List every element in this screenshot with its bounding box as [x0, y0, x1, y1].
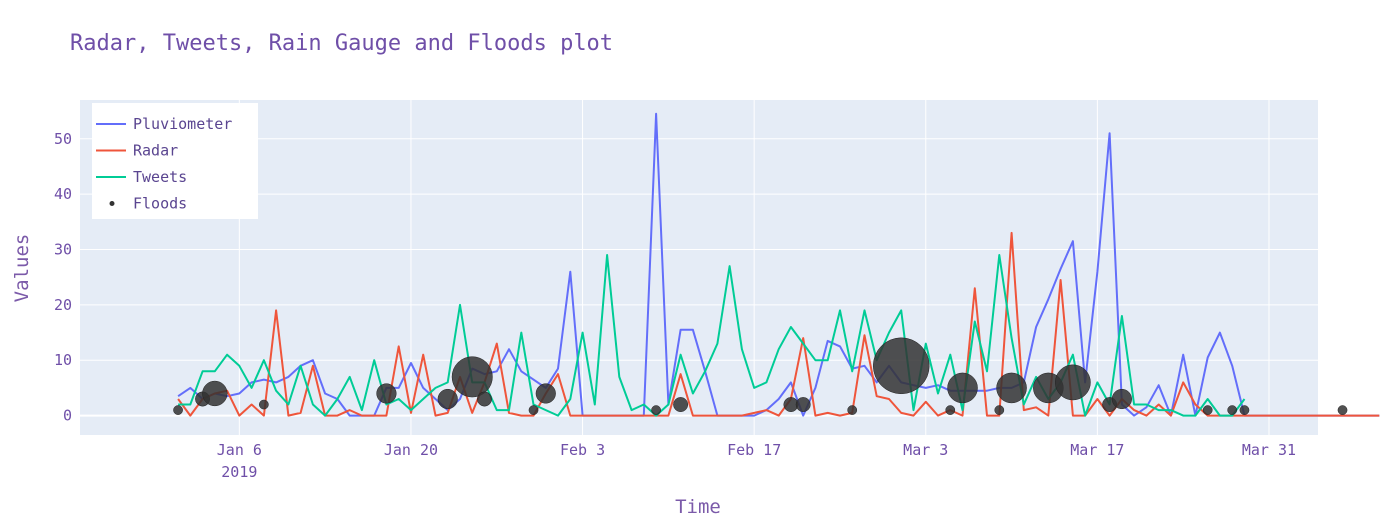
legend-item[interactable]: Radar: [96, 142, 178, 160]
x-tick-label: Feb 17: [727, 441, 781, 459]
legend-label: Radar: [133, 142, 178, 160]
x-tick-label: Jan 6: [217, 441, 262, 459]
legend-label: Pluviometer: [133, 115, 232, 133]
flood-point[interactable]: [451, 356, 493, 398]
plot-area: [80, 100, 1318, 435]
chart-title: Radar, Tweets, Rain Gauge and Floods plo…: [70, 31, 613, 56]
x-tick-sublabel: 2019: [221, 463, 257, 481]
flood-point[interactable]: [996, 372, 1027, 404]
y-tick-label: 0: [63, 407, 72, 425]
flood-point[interactable]: [376, 383, 397, 404]
series-layer: [173, 112, 1380, 417]
legend-label: Tweets: [133, 168, 187, 186]
series-line-pluviometer[interactable]: [177, 112, 1380, 417]
flood-point[interactable]: [945, 405, 956, 415]
flood-point[interactable]: [947, 372, 978, 404]
flood-point[interactable]: [202, 380, 228, 407]
y-tick-label: 50: [54, 130, 72, 148]
x-tick-label: Feb 3: [560, 441, 605, 459]
flood-point[interactable]: [1055, 364, 1091, 401]
x-tick-label: Mar 31: [1242, 441, 1296, 459]
flood-point[interactable]: [1111, 388, 1132, 410]
y-tick-label: 10: [54, 351, 72, 369]
flood-point[interactable]: [535, 383, 556, 404]
flood-point[interactable]: [437, 388, 458, 410]
flood-point[interactable]: [1202, 405, 1213, 415]
flood-point[interactable]: [259, 399, 269, 410]
flood-point[interactable]: [1337, 405, 1348, 415]
flood-point[interactable]: [1239, 405, 1250, 415]
x-axis-title: Time: [675, 496, 721, 518]
legend-item[interactable]: Tweets: [96, 168, 187, 186]
legend-marker: [109, 201, 115, 206]
legend-item[interactable]: Pluviometer: [96, 115, 232, 133]
x-tick-label: Mar 3: [903, 441, 948, 459]
legend-label: Floods: [133, 195, 187, 213]
y-axis-title: Values: [11, 234, 33, 303]
series-line-radar[interactable]: [177, 231, 1380, 417]
y-tick-label: 20: [54, 296, 72, 314]
legend-box: [92, 103, 258, 219]
legend-item[interactable]: Floods: [109, 195, 188, 213]
series-floods: [173, 337, 1348, 415]
flood-point[interactable]: [847, 405, 858, 415]
flood-point[interactable]: [994, 405, 1005, 415]
flood-point[interactable]: [477, 391, 492, 407]
flood-point[interactable]: [673, 397, 689, 412]
flood-point[interactable]: [528, 405, 539, 415]
x-tick-labels: Jan 6 2019 Jan 20 Feb 3 Feb 17 Mar 3 Mar 17 Mar…: [217, 441, 1296, 481]
flood-point[interactable]: [872, 337, 930, 395]
y-tick-labels: 0 10 20 30 40 50: [54, 130, 72, 425]
legend[interactable]: Pluviometer Radar Tweets Floods: [92, 103, 258, 219]
x-tick-label: Mar 17: [1070, 441, 1124, 459]
x-tick-label: Jan 20: [384, 441, 438, 459]
y-tick-label: 30: [54, 241, 72, 259]
flood-point[interactable]: [1227, 405, 1238, 415]
flood-point[interactable]: [651, 405, 661, 415]
flood-point[interactable]: [795, 397, 811, 412]
flood-point[interactable]: [173, 405, 183, 415]
y-tick-label: 40: [54, 185, 72, 203]
